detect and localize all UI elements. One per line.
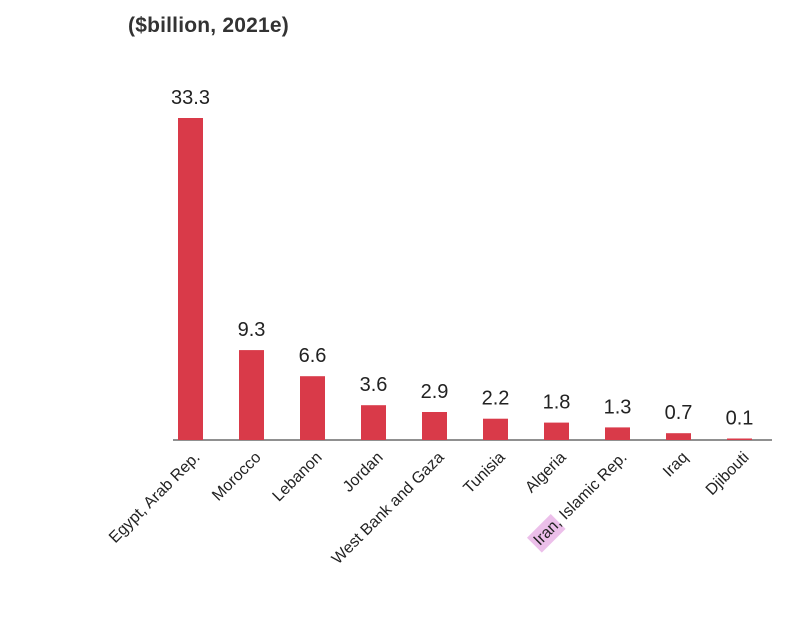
tick-label-group-lebanon: Lebanon <box>269 449 325 505</box>
tick-label-lebanon: Lebanon <box>269 449 325 505</box>
value-label-tunisia: 2.2 <box>482 388 510 410</box>
value-label-morocco: 9.3 <box>238 319 266 341</box>
tick-label-group-jordan: Jordan <box>340 449 387 496</box>
tick-label-group-egypt-arab-rep: Egypt, Arab Rep. <box>106 449 204 547</box>
text-highlight-marker <box>526 514 566 553</box>
tick-label-djibouti: Djibouti <box>703 449 753 499</box>
value-label-algeria: 1.8 <box>543 392 571 414</box>
value-label-iran-islamic-rep: 1.3 <box>604 396 632 418</box>
bar-egypt-arab-rep <box>178 118 203 440</box>
bar-west-bank-and-gaza <box>422 412 447 440</box>
tick-label-group-iraq: Iraq <box>660 449 692 481</box>
tick-label-egypt-arab-rep: Egypt, Arab Rep. <box>106 449 204 547</box>
bar-iran-islamic-rep <box>605 427 630 440</box>
value-label-lebanon: 6.6 <box>299 345 327 367</box>
value-label-iraq: 0.7 <box>665 402 693 424</box>
tick-label-group-algeria: Algeria <box>522 449 569 496</box>
bar-algeria <box>544 422 569 440</box>
tick-label-group-morocco: Morocco <box>209 449 264 504</box>
tick-label-jordan: Jordan <box>340 449 387 496</box>
unit-label: ($billion, 2021e) <box>128 14 289 37</box>
bar-jordan <box>361 405 386 440</box>
tick-label-algeria: Algeria <box>522 449 569 496</box>
bar-lebanon <box>300 376 325 440</box>
tick-label-west-bank-and-gaza: West Bank and Gaza <box>329 449 448 568</box>
value-label-djibouti: 0.1 <box>726 408 754 430</box>
tick-label-morocco: Morocco <box>209 449 264 504</box>
value-label-egypt-arab-rep: 33.3 <box>171 87 210 109</box>
tick-label-group-djibouti: Djibouti <box>703 449 753 499</box>
bar-iraq <box>666 433 691 440</box>
tick-label-tunisia: Tunisia <box>460 449 508 497</box>
tick-label-iraq: Iraq <box>660 449 692 481</box>
bar-morocco <box>239 350 264 440</box>
bar-tunisia <box>483 418 508 440</box>
tick-label-group-tunisia: Tunisia <box>460 449 508 497</box>
value-label-west-bank-and-gaza: 2.9 <box>421 381 449 403</box>
value-label-jordan: 3.6 <box>360 374 388 396</box>
bar-djibouti <box>727 438 752 440</box>
tick-label-group-west-bank-and-gaza: West Bank and Gaza <box>329 449 448 568</box>
